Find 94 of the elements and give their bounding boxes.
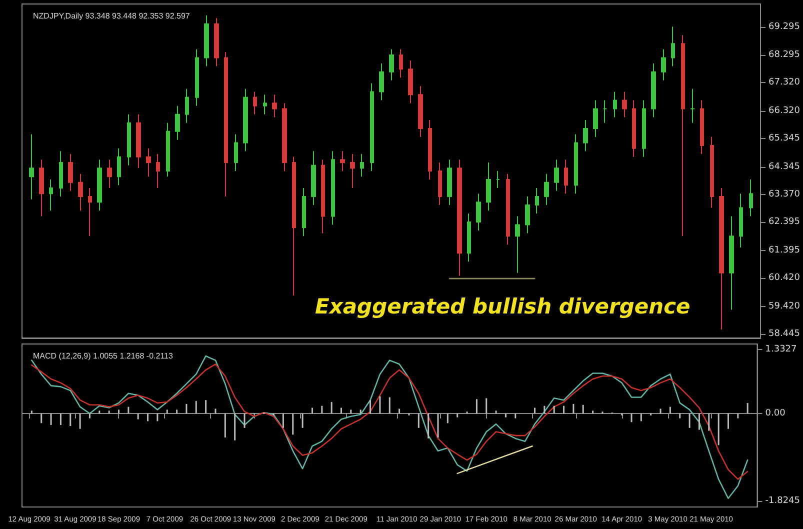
candlestick: [739, 193, 743, 248]
y-tick-label: 65.345: [768, 134, 800, 144]
candlestick: [554, 159, 559, 192]
candlestick: [564, 159, 568, 194]
y-tick-label: 1.3327: [765, 344, 797, 355]
candlestick: [243, 88, 248, 152]
candlestick: [603, 100, 607, 124]
candlestick: [360, 154, 364, 178]
candlestick: [340, 150, 345, 172]
candlestick: [399, 48, 403, 78]
candlestick: [302, 187, 306, 237]
candlestick: [690, 88, 695, 124]
candlestick: [729, 216, 734, 310]
candlestick: [651, 62, 656, 118]
candlestick: [39, 159, 44, 217]
line-series: [31, 363, 748, 480]
candlestick: [185, 88, 189, 124]
candlestick: [166, 122, 170, 178]
candlestick: [263, 94, 267, 115]
candlestick: [525, 196, 530, 234]
candlestick: [97, 159, 102, 212]
candlestick: [593, 100, 598, 138]
y-tick-label: 63.370: [768, 189, 800, 200]
y-tick-label: 66.320: [768, 106, 800, 116]
y-tick-label: 60.420: [768, 272, 800, 283]
y-tick-label: 0.00: [765, 408, 786, 419]
y-tick-label: 58.445: [768, 328, 800, 339]
candlestick: [408, 60, 413, 104]
candlestick: [486, 162, 491, 212]
candlestick: [234, 134, 238, 172]
candlestick: [476, 193, 481, 231]
candlestick: [370, 82, 374, 172]
candlestick: [418, 86, 423, 138]
candlestick: [710, 136, 714, 208]
candlestick: [389, 48, 394, 81]
candlestick: [515, 216, 520, 274]
candlestick: [49, 178, 53, 212]
candlestick: [583, 120, 588, 152]
candlestick: [496, 170, 500, 188]
text: MACD (12,26,9) 1.0055 1.2168 -0.2113: [33, 352, 174, 360]
candlestick: [506, 173, 510, 246]
candlestick: [107, 159, 112, 188]
candlestick: [146, 148, 151, 178]
candlestick: [78, 173, 83, 212]
candlestick: [224, 52, 228, 197]
candlestick: [574, 134, 578, 194]
candlestick: [136, 114, 141, 169]
y-tick-label: 68.295: [768, 50, 800, 60]
candlestick: [438, 162, 442, 206]
candlestick: [292, 156, 296, 296]
y-tick-label: 67.320: [768, 78, 800, 88]
candlestick: [613, 91, 617, 118]
candlestick: [661, 48, 666, 81]
y-tick-label: 59.420: [768, 301, 800, 312]
candlestick: [195, 48, 199, 106]
candlestick: [350, 154, 355, 188]
candlestick: [117, 148, 121, 186]
candlestick: [272, 94, 277, 118]
y-tick-label: 64.345: [768, 162, 800, 172]
y-tick-label: 69.295: [768, 22, 800, 32]
annotation: Exaggerated bullish divergence: [315, 294, 690, 318]
candlestick: [156, 154, 160, 188]
candlestick: [331, 150, 335, 226]
candlestick: [467, 212, 471, 262]
candlestick: [59, 150, 63, 197]
candlestick: [719, 187, 724, 330]
candlestick: [447, 159, 452, 206]
candlestick: [379, 62, 384, 101]
candlestick: [535, 187, 539, 214]
candlestick: [671, 26, 675, 67]
candlestick: [681, 34, 685, 237]
candlestick: [204, 14, 209, 67]
y-tick-label: 61.395: [768, 245, 800, 256]
candlestick: [311, 150, 316, 206]
candlestick: [127, 114, 131, 166]
candlestick: [282, 102, 287, 172]
candlestick: [457, 159, 462, 276]
candlestick: [175, 105, 180, 140]
y-tick-label: 62.395: [768, 217, 800, 228]
candlestick: [253, 91, 257, 115]
candlestick: [68, 154, 73, 192]
candlestick: [29, 134, 34, 200]
candlestick: [622, 91, 627, 118]
candlestick: [321, 159, 325, 234]
y-tick-label: -1.8245: [765, 496, 800, 506]
candlestick: [749, 178, 753, 217]
text: NZDJPY,Daily 93.348 93.448 92.353 92.597: [33, 12, 190, 20]
candlestick: [88, 187, 92, 237]
candlestick: [700, 100, 704, 155]
candlestick: [428, 120, 432, 180]
candlestick: [214, 18, 219, 67]
candlestick: [632, 100, 636, 158]
candlestick: [544, 173, 549, 206]
candlestick: [642, 100, 646, 158]
